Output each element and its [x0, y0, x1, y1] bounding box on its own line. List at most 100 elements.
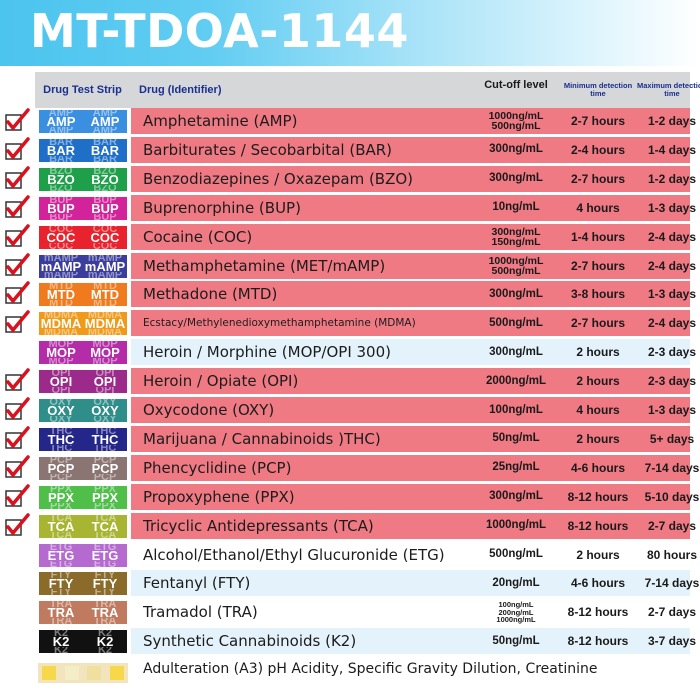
checkmark-icon [5, 397, 30, 420]
drug-test-strip-mamp: mAMP mAMP mAMP mAMP mAMP mAMP [39, 254, 127, 278]
drug-test-strip-bup: BUP BUP BUP BUP BUP BUP [39, 196, 127, 220]
checkmark-icon [5, 310, 30, 334]
checkmark-icon [5, 108, 30, 131]
header-maximum-detection: Maximum detection time [637, 80, 700, 98]
cutoff-level: 300ng/mL [489, 345, 543, 358]
cutoff-level: 1000ng/mL 500ng/mL [488, 254, 544, 277]
header-drug-test-strip: Drug Test Strip [43, 84, 122, 96]
table-row: ETG ETG ETG ETG ETG ETG Alcohol/Ethanol/Ethyl … [35, 541, 697, 569]
table-row: MTD MTD MTD MTD MTD MTD Methadone (MTD) 300ng/m… [5, 281, 696, 308]
table-row: MDMA MDMA MDMA MDMA MDMA MDMA Ecstacy/Methylen… [5, 310, 696, 337]
minimum-detection-time: 2 hours [576, 431, 620, 446]
maximum-detection-time: 1-3 days [647, 403, 697, 417]
minimum-detection-time: 2-7 hours [570, 114, 625, 128]
drug-test-strip-oxy: OXY OXY OXY OXY OXY OXY [39, 399, 127, 422]
row-background [131, 310, 690, 337]
row-background [131, 165, 690, 192]
minimum-detection-time: 2 hours [576, 547, 620, 562]
row-background [131, 397, 690, 423]
drug-test-strip-k2: K2 K2 K2 K2 K2 K2 [39, 630, 127, 654]
cutoff-level: 1000ng/mL [485, 519, 547, 532]
drug-name: Oxycodone (OXY) [143, 401, 275, 419]
cutoff-level: 500ng/mL [489, 316, 543, 329]
maximum-detection-time: 7-14 days [644, 460, 700, 475]
cutoff-level: 300ng/mL [489, 143, 543, 156]
minimum-detection-time: 8-12 hours [567, 634, 629, 649]
table-row: mAMP mAMP mAMP mAMP mAMP mAMP Methamphetamine … [5, 252, 696, 280]
cutoff-level: 50ng/mL [492, 432, 540, 445]
table-row: TRA TRA TRA TRA TRA TRA Tramadol (TRA) 100ng/mL… [35, 599, 696, 626]
table-row: THC THC THC THC THC THC Marijuana / Cannabinoi… [5, 425, 694, 453]
drug-test-strip-pcp: PCP PCP PCP PCP PCP PCP [39, 456, 127, 480]
header-drug-identifier: Drug (Identifier) [139, 84, 222, 96]
cutoff-level: 25ng/mL [492, 461, 540, 474]
drug-name: Alcohol/Ethanol/Ethyl Glucuronide (ETG) [143, 545, 445, 564]
minimum-detection-time: 2-7 hours [570, 258, 625, 273]
drug-name: Propoxyphene (PPX) [143, 487, 295, 506]
cutoff-level: 100ng/mL 200ng/mL 1000ng/mL [496, 600, 536, 625]
row-background [131, 339, 690, 366]
drug-name: Buprenorphine (BUP) [143, 198, 301, 217]
drug-test-strip-tra: TRA TRA TRA TRA TRA TRA [39, 601, 127, 625]
row-background [131, 599, 690, 626]
minimum-detection-time: 8-12 hours [567, 489, 629, 504]
checkmark-icon [5, 368, 30, 391]
maximum-detection-time: 2-7 days [647, 605, 697, 620]
drug-test-strip-tca: TCA TCA TCA TCA TCA TCA [39, 514, 127, 538]
drug-name: Amphetamine (AMP) [143, 112, 298, 130]
drug-name: Ecstacy/Methylenedioxymethamphetamine (M… [143, 317, 416, 330]
checkmark-icon [5, 483, 30, 507]
row-background [131, 512, 690, 539]
checkmark-icon [5, 512, 30, 536]
drug-test-strip-thc: THC THC THC THC THC THC [39, 427, 127, 451]
cutoff-level: 500ng/mL [489, 548, 543, 560]
row-background [131, 541, 690, 568]
maximum-detection-time: 5+ days [649, 431, 695, 446]
drug-name: Methamphetamine (MET/mAMP) [143, 256, 386, 275]
drug-test-strip-coc: COC COC COC COC COC COC [39, 225, 127, 249]
minimum-detection-time: 2-4 hours [570, 142, 625, 157]
drug-test-strip-bzo: BZO BZO BZO BZO BZO BZO [39, 167, 127, 191]
row-background [131, 194, 690, 221]
row-background [131, 223, 690, 250]
maximum-detection-time: 2-7 days [647, 518, 697, 533]
drug-name: Fentanyl (FTY) [143, 574, 251, 593]
maximum-detection-time: 1-3 days [647, 287, 697, 302]
drug-name: Heroin / Opiate (OPI) [143, 372, 299, 391]
table-row: BZO BZO BZO BZO BZO BZO Benzodiazepines / Oxaz… [5, 165, 696, 193]
checkmark-icon [5, 137, 30, 160]
title-banner: MT-TDOA-1144 [0, 0, 700, 66]
checkmark-icon [5, 194, 30, 218]
drug-test-strip-mtd: MTD MTD MTD MTD MTD MTD [39, 283, 127, 307]
drug-name: Cocaine (COC) [143, 227, 253, 246]
adulteration-row: Adulteration (A3) pH Acidity, Specific G… [35, 657, 690, 687]
adulteration-label: Adulteration (A3) pH Acidity, Specific G… [143, 661, 598, 677]
checkmark-icon [5, 223, 30, 247]
row-background [131, 281, 690, 308]
maximum-detection-time: 1-2 days [647, 114, 697, 128]
cutoff-level: 1000ng/mL 500ng/mL [488, 110, 544, 132]
row-background [131, 368, 690, 395]
drug-name: Benzodiazepines / Oxazepam (BZO) [143, 169, 414, 188]
minimum-detection-time: 4 hours [576, 200, 620, 215]
checkmark-icon [5, 166, 30, 189]
drug-test-strip-bar: BAR BAR BAR BAR BAR BAR [39, 138, 127, 162]
cutoff-level: 100ng/mL [489, 403, 543, 416]
header-minimum-detection: Minimum detection time [563, 80, 633, 98]
cutoff-level: 10ng/mL [492, 201, 540, 214]
row-background [131, 108, 690, 134]
drug-name: Heroin / Morphine (MOP/OPI 300) [143, 343, 391, 362]
minimum-detection-time: 2-7 hours [570, 171, 625, 186]
checkmark-icon [5, 252, 30, 276]
cutoff-level: 50ng/mL [492, 634, 540, 647]
checkmark-icon [5, 426, 30, 449]
table-row: OPI OPI OPI OPI OPI OPI Heroin / Opiate (OPI) 2… [5, 368, 696, 395]
maximum-detection-time: 2-4 days [647, 316, 697, 331]
table-row: AMP AMP AMP AMP AMP AMP Amphetamine (AMP) 1000n… [5, 108, 696, 135]
row-background [131, 425, 690, 452]
minimum-detection-time: 8-12 hours [567, 518, 629, 533]
table-row: PPX PPX PPX PPX PPX PPX Propoxyphene (PPX) 300n… [5, 483, 699, 511]
drug-name: Methadone (MTD) [143, 285, 278, 304]
maximum-detection-time: 1-4 days [647, 142, 697, 157]
minimum-detection-time: 1-4 hours [570, 229, 625, 244]
